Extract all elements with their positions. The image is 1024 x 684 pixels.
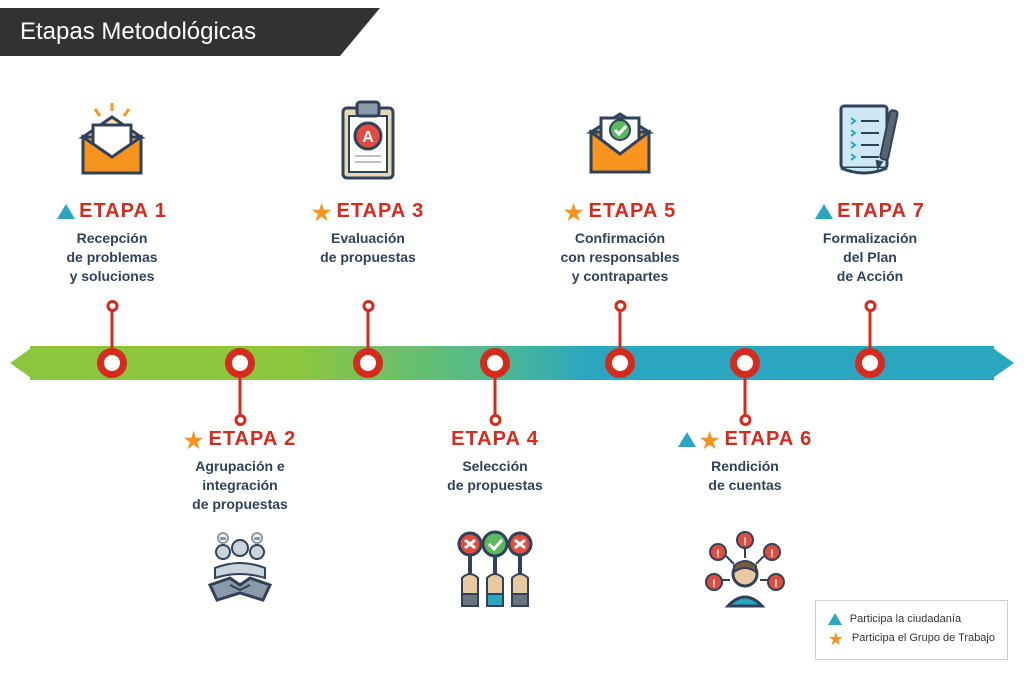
stage-label: ETAPA 3 xyxy=(336,200,424,223)
stage-7: ETAPA 7 Formalizacióndel Plande Acción xyxy=(780,200,960,286)
stage-title: ★ ETAPA 5 xyxy=(564,200,677,223)
svg-text:!: ! xyxy=(712,578,716,590)
timeline-node xyxy=(855,348,885,378)
triangle-icon xyxy=(678,432,696,447)
timeline-node xyxy=(353,348,383,378)
triangle-icon xyxy=(828,613,842,625)
stage-desc: Rendiciónde cuentas xyxy=(655,457,835,495)
vote-hands-icon xyxy=(450,530,540,610)
stage-title: ★ ETAPA 3 xyxy=(312,200,425,223)
stage-label: ETAPA 5 xyxy=(588,200,676,223)
stage-desc: Formalizacióndel Plande Acción xyxy=(780,229,960,286)
connector xyxy=(367,306,370,348)
stage-label: ETAPA 2 xyxy=(208,428,296,451)
legend-item: Participa la ciudadanía xyxy=(828,613,995,625)
connector xyxy=(869,306,872,348)
stage-3: ★ ETAPA 3 Evaluaciónde propuestas xyxy=(278,200,458,267)
stage-desc: Recepciónde problemasy soluciones xyxy=(22,229,202,286)
connector xyxy=(111,306,114,348)
stage-2: ★ ETAPA 2 Agrupación eintegraciónde prop… xyxy=(150,428,330,514)
star-icon: ★ xyxy=(184,430,205,452)
stage-desc: Evaluaciónde propuestas xyxy=(278,229,458,267)
svg-text:!: ! xyxy=(743,536,747,548)
star-icon: ★ xyxy=(564,202,585,224)
connector xyxy=(494,378,497,420)
stage-title: ETAPA 7 xyxy=(815,200,925,223)
handshake-team-icon xyxy=(195,530,285,610)
stage-label: ETAPA 4 xyxy=(451,428,539,451)
triangle-icon xyxy=(815,204,833,219)
header-banner: Etapas Metodológicas xyxy=(0,8,380,56)
star-icon: ★ xyxy=(700,430,721,452)
star-icon: ★ xyxy=(312,202,333,224)
stage-desc: Confirmacióncon responsablesy contrapart… xyxy=(530,229,710,286)
connector xyxy=(239,378,242,420)
timeline-node xyxy=(730,348,760,378)
connector xyxy=(744,378,747,420)
stage-label: ETAPA 1 xyxy=(79,200,167,223)
svg-text:!: ! xyxy=(770,548,774,560)
stage-title: ETAPA 4 xyxy=(451,428,539,451)
stage-title: ETAPA 1 xyxy=(57,200,167,223)
stage-5: ★ ETAPA 5 Confirmacióncon responsablesy … xyxy=(530,200,710,286)
stage-6: ★ ETAPA 6 Rendiciónde cuentas xyxy=(655,428,835,495)
envelope-open-icon xyxy=(72,100,152,180)
svg-text:A: A xyxy=(362,129,374,146)
timeline-arrow-right xyxy=(990,346,1014,380)
triangle-icon xyxy=(57,204,75,219)
stage-desc: Selecciónde propuestas xyxy=(405,457,585,495)
legend-label: Participa el Grupo de Trabajo xyxy=(852,632,995,644)
legend-label: Participa la ciudadanía xyxy=(850,613,961,625)
page-title: Etapas Metodológicas xyxy=(0,8,380,56)
timeline-node xyxy=(480,348,510,378)
legend-item: ★ Participa el Grupo de Trabajo xyxy=(828,629,995,647)
stage-label: ETAPA 6 xyxy=(724,428,812,451)
document-pen-icon xyxy=(831,100,909,185)
svg-text:!: ! xyxy=(716,548,720,560)
stage-desc: Agrupación eintegraciónde propuestas xyxy=(150,457,330,514)
timeline-bar xyxy=(30,346,994,380)
clipboard-a-icon: A xyxy=(333,100,403,185)
envelope-check-icon xyxy=(581,100,659,180)
timeline-node xyxy=(225,348,255,378)
legend: Participa la ciudadanía ★ Participa el G… xyxy=(815,600,1008,660)
star-icon: ★ xyxy=(828,630,844,648)
person-alerts-icon: ! ! ! ! ! xyxy=(700,530,790,610)
stage-1: ETAPA 1 Recepciónde problemasy solucione… xyxy=(22,200,202,286)
stage-label: ETAPA 7 xyxy=(837,200,925,223)
stage-title: ★ ETAPA 2 xyxy=(184,428,297,451)
connector xyxy=(619,306,622,348)
timeline-node xyxy=(97,348,127,378)
timeline-node xyxy=(605,348,635,378)
stage-4: ETAPA 4 Selecciónde propuestas xyxy=(405,428,585,495)
stage-title: ★ ETAPA 6 xyxy=(678,428,813,451)
svg-text:!: ! xyxy=(774,578,778,590)
